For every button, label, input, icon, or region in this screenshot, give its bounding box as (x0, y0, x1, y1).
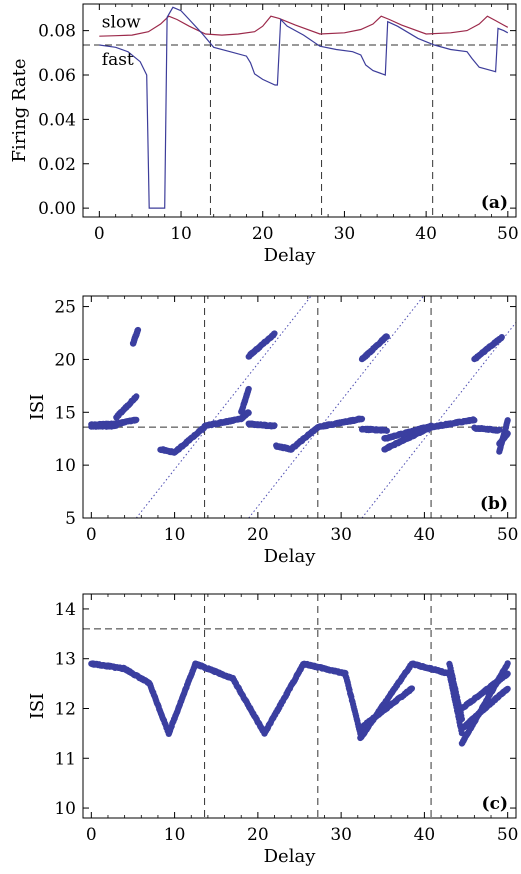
y-tick-label: 10 (54, 456, 76, 476)
data-point (471, 417, 478, 424)
x-tick-label: 50 (497, 525, 519, 545)
x-tick-label: 0 (94, 224, 105, 244)
panel-label: (a) (481, 193, 508, 213)
y-tick-label: 14 (54, 600, 76, 620)
x-tick-label: 30 (330, 825, 352, 845)
x-tick-label: 20 (252, 224, 274, 244)
y-tick-label: 13 (54, 650, 76, 670)
diagonal-reference-line (135, 296, 312, 518)
y-axis-label: ISI (27, 394, 48, 421)
data-point (504, 660, 511, 667)
data-point (498, 334, 505, 341)
x-tick-label: 40 (415, 224, 437, 244)
y-axis-label: Firing Rate (9, 58, 30, 162)
y-tick-label: 0.04 (38, 110, 76, 130)
x-tick-label: 10 (170, 224, 192, 244)
x-tick-label: 40 (414, 525, 436, 545)
y-tick-label: 10 (54, 799, 76, 819)
x-axis-label: Delay (264, 546, 317, 567)
data-point (133, 393, 140, 400)
y-tick-label: 20 (54, 350, 76, 370)
panel-b-isi-chart: 0 10 20 30 40 50 5 10 15 20 25 Delay ISI (b) (27, 295, 519, 567)
y-axis-label: ISI (27, 693, 48, 720)
series-line-slow (99, 15, 509, 37)
y-tick-label: 0.02 (38, 155, 76, 175)
data-point (504, 417, 511, 424)
plot-frame (82, 295, 517, 519)
x-axis-label: Delay (264, 846, 317, 867)
data-point (504, 685, 511, 692)
x-tick-label: 50 (497, 825, 519, 845)
y-tick-label: 12 (54, 699, 76, 719)
diagonal-reference-line (361, 321, 516, 518)
y-tick-label: 11 (54, 749, 76, 769)
series-line-fast (99, 6, 509, 209)
data-point (504, 430, 511, 437)
x-tick-label: 40 (414, 825, 436, 845)
y-tick-label: 15 (54, 403, 76, 423)
plot-area (83, 594, 516, 818)
x-tick-label: 0 (86, 825, 97, 845)
x-tick-label: 50 (497, 224, 519, 244)
y-tick-label: 25 (54, 298, 76, 318)
plot-frame (82, 3, 517, 218)
data-point (408, 685, 415, 692)
series-annotation: fast (102, 50, 134, 70)
y-tick-label: 0.08 (38, 22, 76, 42)
data-point (134, 326, 142, 334)
x-tick-label: 0 (86, 525, 97, 545)
y-tick-label: 5 (65, 509, 76, 529)
data-point (271, 330, 278, 337)
data-point (458, 716, 465, 723)
x-tick-label: 20 (247, 825, 269, 845)
data-point (383, 427, 390, 434)
x-tick-label: 10 (164, 525, 186, 545)
x-tick-label: 20 (247, 525, 269, 545)
y-tick-label: 0.00 (38, 199, 76, 219)
series-annotation: slow (102, 12, 141, 32)
y-tick-label: 0.06 (38, 66, 76, 86)
panel-label: (c) (482, 794, 508, 814)
x-axis-label: Delay (264, 245, 317, 266)
data-point (133, 416, 140, 423)
data-point (245, 385, 252, 393)
plot-area (83, 4, 516, 217)
data-point (245, 409, 252, 416)
x-tick-label: 30 (334, 224, 356, 244)
plot-frame (82, 593, 517, 819)
diagonal-reference-line (248, 296, 424, 518)
x-tick-label: 10 (164, 825, 186, 845)
panel-c-isi-chart: 0 10 20 30 40 50 10 11 12 13 14 Delay ISI (c) (27, 593, 519, 867)
data-point (496, 426, 503, 433)
data-point (358, 415, 366, 422)
plot-area (83, 296, 516, 518)
data-point (504, 670, 511, 677)
panel-a-firing-rate-chart: 0 10 20 30 40 50 0.00 0.02 0.04 0.06 0.08 Delay Firi… (9, 3, 519, 266)
x-tick-label: 30 (330, 525, 352, 545)
panel-label: (b) (480, 494, 508, 514)
data-point (383, 333, 390, 340)
data-point (271, 422, 278, 429)
